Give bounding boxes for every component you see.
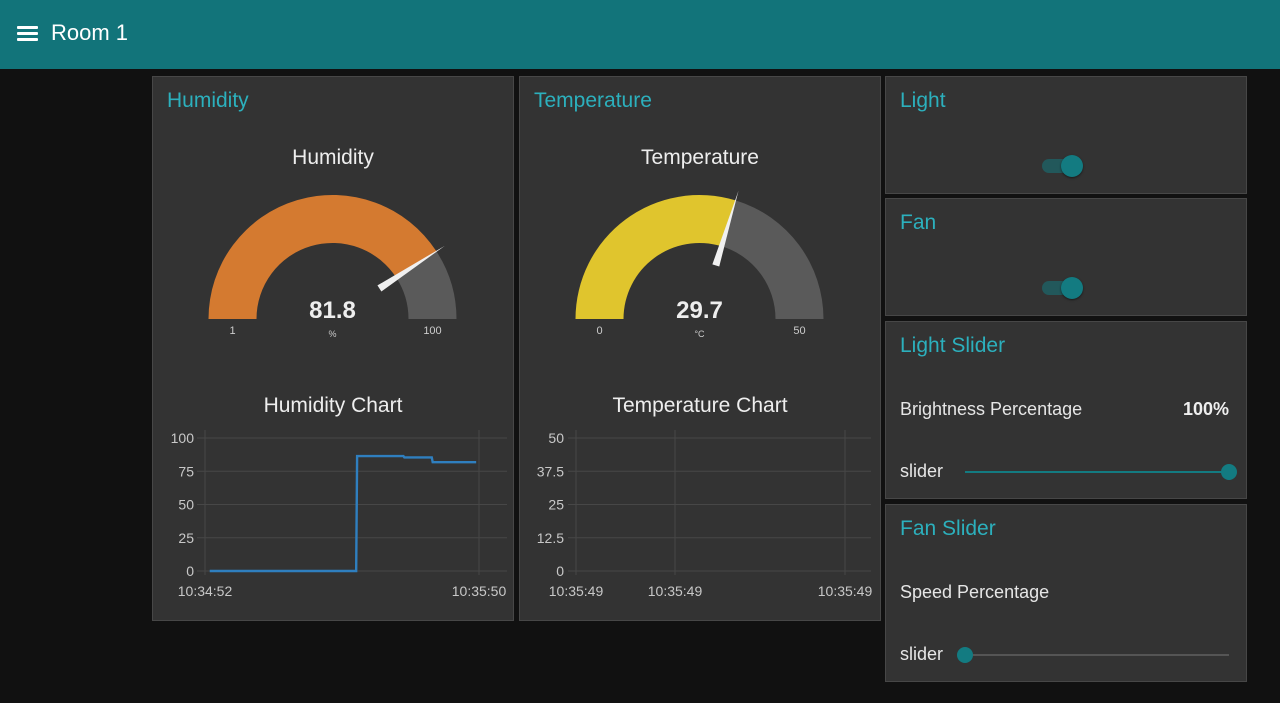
- gauge-needle: [377, 245, 445, 292]
- y-tick-label: 100: [171, 430, 195, 446]
- x-tick-label: 10:34:52: [178, 583, 233, 599]
- brightness-value: 100%: [1182, 399, 1229, 419]
- fan-slider-group: Fan Slider Speed Percentage slider: [885, 504, 1247, 682]
- brightness-slider[interactable]: [965, 462, 1237, 482]
- x-tick-label: 10:35:49: [648, 583, 703, 599]
- gauge-max-label: 50: [793, 325, 805, 337]
- slider-label: slider: [900, 644, 944, 664]
- humidity-chart: 0 25 50 75 100 10:34:52 10:35:50: [171, 430, 507, 599]
- toggle-knob[interactable]: [1061, 277, 1083, 299]
- gauge-min-label: 0: [596, 325, 602, 337]
- y-tick-label: 50: [548, 430, 564, 446]
- brightness-label: Brightness Percentage: [900, 399, 1083, 419]
- series-line: [209, 454, 477, 573]
- x-tick-label: 10:35:49: [818, 583, 873, 599]
- gauge-value: 81.8: [309, 297, 356, 324]
- temperature-group: Temperature Temperature 29.7 °C 0 50 Temper…: [519, 76, 881, 621]
- chart-title: Humidity Chart: [263, 394, 403, 417]
- y-tick-label: 25: [548, 497, 564, 513]
- toggle-knob[interactable]: [1061, 155, 1083, 177]
- top-app-bar: Room 1: [0, 0, 1280, 69]
- gauge-title: Humidity: [292, 146, 374, 169]
- x-tick-label: 10:35:49: [549, 583, 604, 599]
- hamburger-menu-icon[interactable]: [17, 25, 39, 42]
- group-title: Light: [900, 89, 946, 112]
- group-title: Fan: [900, 211, 937, 234]
- gauge-value-arc: [575, 194, 736, 319]
- page-title: Room 1: [51, 20, 129, 45]
- gauge-units: °C: [694, 329, 705, 339]
- gauge-value: 29.7: [676, 297, 723, 324]
- y-tick-label: 0: [186, 563, 194, 579]
- humidity-group: Humidity Humidity 81.8% 1 100 Humidity Cha…: [152, 76, 514, 621]
- speed-slider[interactable]: [957, 645, 1231, 665]
- y-tick-label: 37.5: [537, 463, 564, 479]
- gauge-units: %: [328, 329, 336, 339]
- slider-thumb[interactable]: [1221, 464, 1237, 480]
- group-title: Light Slider: [900, 334, 1006, 357]
- y-tick-label: 12.5: [537, 530, 564, 546]
- gauge-needle: [712, 190, 739, 267]
- chart-title: Temperature Chart: [612, 394, 788, 417]
- group-title: Humidity: [167, 89, 249, 112]
- slider-fill[interactable]: [965, 471, 1229, 473]
- slider-track[interactable]: [965, 654, 1229, 656]
- gauge-max-label: 100: [423, 325, 441, 337]
- light-group: Light: [885, 76, 1247, 194]
- gauge-title: Temperature: [641, 146, 759, 169]
- gauge-value-arc: [208, 194, 437, 319]
- y-tick-label: 0: [556, 563, 564, 579]
- group-title: Fan Slider: [900, 517, 996, 540]
- humidity-gauge: 81.8% 1 100: [208, 194, 457, 339]
- group-title: Temperature: [534, 89, 652, 112]
- slider-label: slider: [900, 461, 944, 481]
- y-tick-label: 75: [178, 463, 194, 479]
- light-slider-group: Light Slider Brightness Percentage 100% …: [885, 321, 1247, 499]
- speed-label: Speed Percentage: [900, 582, 1050, 602]
- gauge-min-label: 1: [229, 325, 235, 337]
- temperature-gauge: 29.7 °C 0 50: [575, 190, 824, 339]
- y-tick-label: 25: [178, 530, 194, 546]
- gauge-track-arc: [721, 200, 824, 319]
- y-tick-label: 50: [178, 497, 194, 513]
- slider-thumb[interactable]: [957, 647, 973, 663]
- fan-group: Fan: [885, 198, 1247, 316]
- x-tick-label: 10:35:50: [452, 583, 507, 599]
- temperature-chart: 0 12.5 25 37.5 50 10:35:49 10:35:49 10:35:49: [537, 430, 873, 599]
